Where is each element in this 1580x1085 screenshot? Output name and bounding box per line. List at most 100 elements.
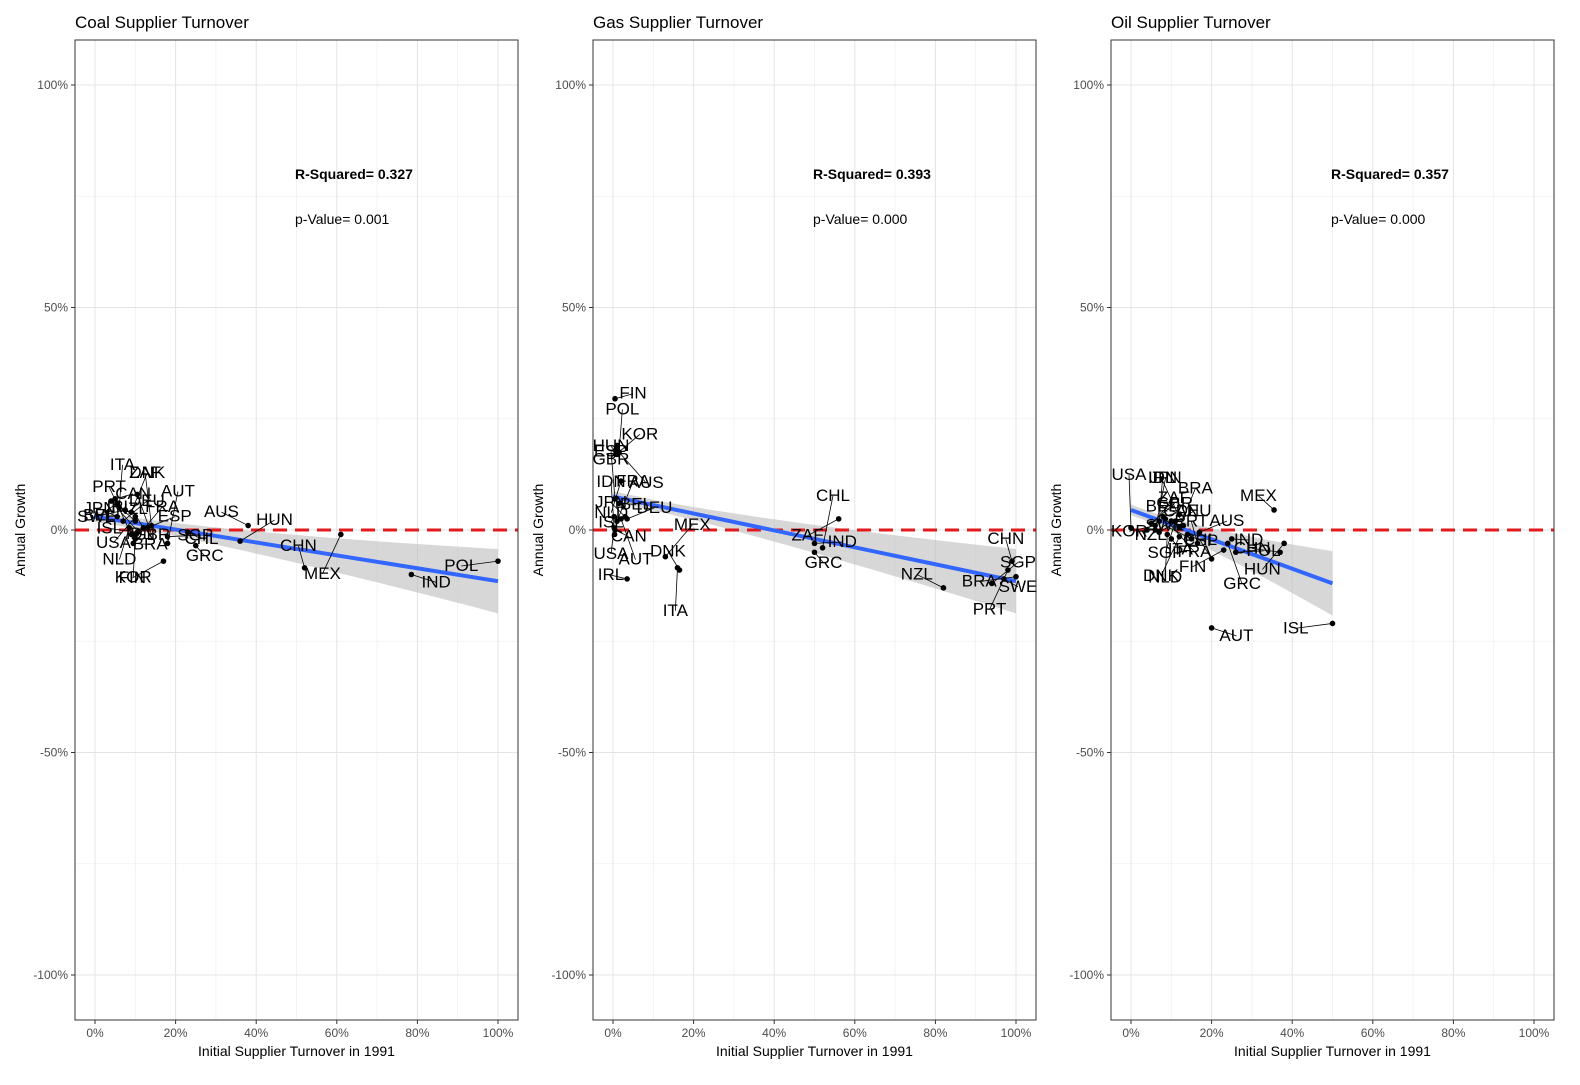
data-point	[624, 516, 630, 522]
y-axis-label: Annual Growth	[1048, 484, 1064, 577]
label-leader-line	[132, 560, 164, 579]
y-tick-label: 50%	[562, 301, 586, 315]
data-point	[611, 531, 618, 538]
data-point	[1164, 531, 1171, 538]
y-tick-label: 100%	[37, 78, 68, 92]
point-label: NZL	[116, 499, 148, 518]
data-point	[1196, 529, 1203, 536]
data-point	[1176, 524, 1183, 531]
y-tick-label: 100%	[1073, 78, 1104, 92]
label-leader-line	[1258, 495, 1275, 511]
point-label: BEL	[620, 494, 652, 513]
x-tick-label: 0%	[86, 1026, 104, 1040]
point-label: DEU	[1176, 501, 1212, 520]
point-label: GRC	[186, 546, 224, 565]
point-label: AUS	[204, 502, 239, 521]
data-point	[160, 558, 167, 564]
x-tick-label: 60%	[325, 1026, 349, 1040]
panel-3: CANNZLIDNFRABELGBRSGPIRLINDKORBRAGRCMEXA…	[1048, 13, 1555, 1059]
data-point	[1162, 516, 1169, 522]
point-label: IND	[422, 572, 451, 591]
label-leader-line	[461, 560, 499, 567]
data-point	[835, 516, 842, 522]
point-label: ITA	[663, 601, 689, 620]
point-label: ITA	[1168, 539, 1194, 558]
label-leader-line	[239, 519, 275, 542]
label-leader-line	[916, 574, 944, 589]
point-label: AUT	[1219, 626, 1253, 645]
x-tick-label: 20%	[682, 1026, 706, 1040]
data-point	[237, 538, 243, 544]
label-leader-line	[610, 502, 626, 517]
point-label: FRA	[616, 472, 651, 491]
label-leader-line	[667, 551, 680, 571]
data-point	[134, 491, 141, 498]
point-label: IRL	[1148, 468, 1174, 487]
data-point	[1232, 549, 1239, 556]
data-point	[940, 585, 947, 591]
y-axis-label: Annual Growth	[530, 484, 546, 577]
data-point	[1156, 518, 1163, 524]
point-label: ZAF	[129, 463, 161, 482]
label-leader-line	[167, 534, 196, 538]
label-leader-line	[122, 500, 148, 522]
data-point	[613, 451, 620, 458]
point-label: POL	[605, 399, 639, 418]
y-tick-label: -100%	[33, 968, 68, 982]
label-leader-line	[1192, 549, 1224, 568]
y-tick-label: 0%	[569, 523, 587, 537]
point-label: IND	[828, 532, 857, 551]
point-label: KOR	[1111, 521, 1148, 540]
data-point	[1224, 540, 1231, 547]
point-label: MEX	[304, 564, 341, 583]
point-label: ZAF	[791, 526, 823, 545]
label-leader-line	[1128, 475, 1132, 528]
chart-title: Gas Supplier Turnover	[593, 13, 763, 32]
label-leader-line	[1164, 534, 1168, 578]
point-label: ISL	[598, 512, 624, 531]
data-point	[164, 540, 171, 547]
label-leader-line	[620, 518, 636, 560]
label-leader-line	[133, 542, 151, 545]
point-label: JPN	[595, 493, 627, 512]
point-label: IDN	[596, 472, 625, 491]
point-label: CHL	[1183, 530, 1217, 549]
label-leader-line	[615, 434, 641, 455]
label-leader-line	[822, 495, 834, 548]
point-label: ZAF	[1158, 488, 1190, 507]
data-point	[128, 531, 135, 538]
r-squared-label: R-Squared= 0.393	[813, 166, 931, 182]
x-tick-label: 0%	[604, 1026, 622, 1040]
label-leader-line	[109, 528, 138, 533]
point-label: AUS	[629, 473, 664, 492]
data-point	[1188, 536, 1195, 542]
point-label: PRT	[973, 599, 1007, 618]
label-leader-line	[1227, 543, 1243, 585]
data-point	[1220, 547, 1227, 553]
label-leader-line	[119, 527, 130, 560]
data-point	[1005, 567, 1011, 573]
data-point	[338, 531, 344, 538]
data-point	[612, 395, 618, 402]
data-point	[1281, 540, 1287, 547]
point-label: SGP	[177, 525, 213, 544]
data-point	[1013, 573, 1019, 580]
x-tick-label: 40%	[762, 1026, 786, 1040]
label-leader-line	[1190, 521, 1198, 544]
p-value-label: p-Value= 0.001	[295, 211, 390, 227]
data-point	[1228, 536, 1235, 542]
data-point	[1156, 529, 1163, 536]
point-label: HUN	[256, 510, 293, 529]
label-leader-line	[1235, 550, 1264, 553]
point-label: BEL	[1146, 496, 1178, 515]
data-point	[108, 498, 114, 504]
point-label: IRL	[598, 565, 624, 584]
label-leader-line	[618, 409, 623, 453]
point-label: GRC	[1223, 574, 1261, 593]
label-leader-line	[119, 506, 136, 522]
x-axis-label: Initial Supplier Turnover in 1991	[1234, 1043, 1431, 1059]
label-leader-line	[807, 518, 839, 537]
r-squared-label: R-Squared= 0.327	[295, 166, 413, 182]
